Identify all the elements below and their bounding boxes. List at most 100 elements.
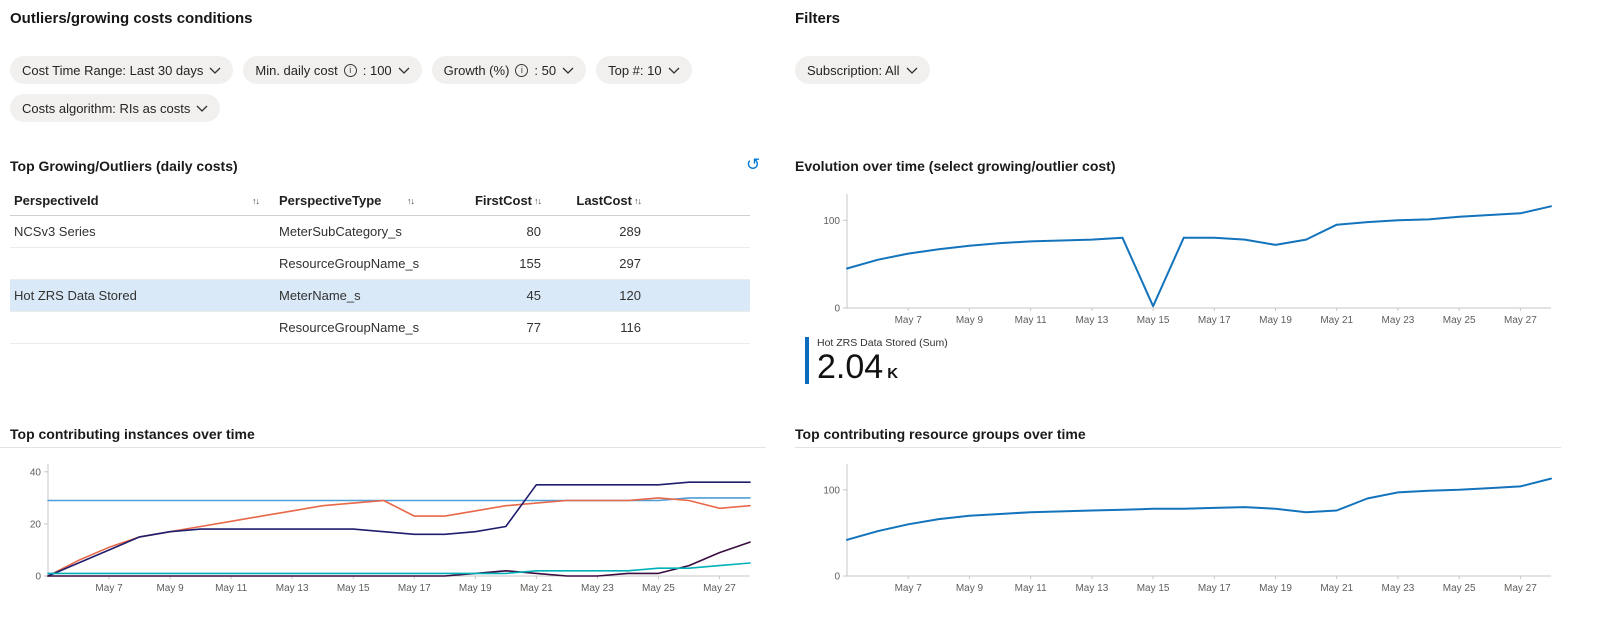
chevron-down-icon: [398, 67, 410, 74]
column-header-firstcost[interactable]: FirstCost ↑↓: [430, 186, 545, 215]
svg-text:May 13: May 13: [1075, 315, 1108, 326]
column-header-spacer: [645, 194, 750, 208]
svg-text:May 19: May 19: [459, 583, 492, 594]
svg-text:May 21: May 21: [520, 583, 553, 594]
svg-text:May 23: May 23: [1382, 583, 1415, 594]
resource-groups-chart: 0 100 May 7 May 9 May 11 May 13 May 15 May 17 Ma…: [795, 452, 1561, 602]
table-header-row: PerspectiveId ↑↓ PerspectiveType ↑↓ Firs…: [10, 186, 750, 216]
pill-label: Costs algorithm: RIs as costs: [22, 100, 191, 116]
cell-perspectiveid: Hot ZRS Data Stored: [14, 288, 137, 303]
column-label: FirstCost: [474, 193, 532, 208]
stat-accent-bar: [805, 337, 809, 384]
cell-spacer: [645, 248, 750, 279]
column-header-perspectiveid[interactable]: PerspectiveId ↑↓: [10, 186, 275, 215]
svg-text:May 15: May 15: [1137, 583, 1170, 594]
conditions-heading: Outliers/growing costs conditions: [10, 10, 253, 27]
cell-perspectivetype: ResourceGroupName_s: [279, 320, 420, 335]
svg-text:May 9: May 9: [956, 315, 984, 326]
pill-costs-algorithm[interactable]: Costs algorithm: RIs as costs: [10, 94, 221, 122]
filters-heading: Filters: [795, 10, 841, 27]
sort-icon: ↑↓: [634, 195, 642, 206]
column-header-lastcost[interactable]: LastCost ↑↓: [545, 186, 645, 215]
stat-unit: K: [887, 365, 899, 382]
cell-lastcost: 297: [619, 256, 641, 271]
pill-growth-percent[interactable]: Growth (%) i : 50: [431, 56, 587, 84]
cell-spacer: [645, 312, 750, 343]
column-label: LastCost: [576, 193, 632, 208]
table-row[interactable]: ResourceGroupName_s 77 116: [10, 312, 750, 344]
table-row[interactable]: NCSv3 Series MeterSubCategory_s 80 289: [10, 216, 750, 248]
table-row[interactable]: ResourceGroupName_s 155 297: [10, 248, 750, 280]
chevron-down-icon: [209, 67, 221, 74]
svg-text:0: 0: [834, 304, 840, 315]
cell-perspectivetype: MeterSubCategory_s: [279, 224, 402, 239]
stat-value: 2.04: [817, 348, 884, 386]
cell-perspectiveid: [10, 248, 275, 279]
stat-label: Hot ZRS Data Stored (Sum): [817, 337, 948, 349]
svg-text:100: 100: [823, 216, 840, 227]
info-icon: i: [343, 63, 357, 77]
evolution-chart-title: Evolution over time (select growing/outl…: [795, 158, 1116, 174]
divider: [0, 447, 766, 448]
cell-spacer: [645, 216, 750, 247]
column-header-perspectivetype[interactable]: PerspectiveType ↑↓: [275, 186, 430, 215]
instances-chart-title: Top contributing instances over time: [10, 426, 255, 442]
svg-text:May 17: May 17: [1198, 315, 1231, 326]
svg-text:May 17: May 17: [1198, 583, 1231, 594]
table-row-selected[interactable]: Hot ZRS Data Stored MeterName_s 45 120: [10, 280, 750, 312]
cell-lastcost: 289: [619, 224, 641, 239]
svg-text:May 7: May 7: [895, 583, 923, 594]
outliers-table: PerspectiveId ↑↓ PerspectiveType ↑↓ Firs…: [10, 186, 750, 344]
pill-label: Growth (%): [443, 62, 510, 78]
svg-text:May 23: May 23: [1382, 315, 1415, 326]
cell-lastcost: 120: [619, 288, 641, 303]
svg-text:May 25: May 25: [642, 583, 675, 594]
svg-text:0: 0: [834, 572, 840, 583]
svg-text:May 19: May 19: [1259, 315, 1292, 326]
resource-groups-chart-title: Top contributing resource groups over ti…: [795, 426, 1086, 442]
cell-perspectivetype: ResourceGroupName_s: [279, 256, 420, 271]
pill-label: Min. daily cost: [255, 62, 338, 78]
chevron-down-icon: [196, 105, 208, 112]
pill-label: Top #: 10: [608, 62, 662, 78]
sort-icon: ↑↓: [252, 195, 260, 206]
svg-text:May 13: May 13: [1075, 583, 1108, 594]
svg-text:40: 40: [30, 467, 42, 478]
svg-text:0: 0: [35, 572, 41, 583]
condition-pills-row-2: Costs algorithm: RIs as costs: [10, 94, 221, 122]
pill-value: : 100: [362, 62, 392, 78]
condition-pills-row-1: Cost Time Range: Last 30 days Min. daily…: [10, 56, 692, 84]
svg-text:May 7: May 7: [895, 315, 923, 326]
svg-text:20: 20: [30, 519, 42, 530]
sort-icon: ↑↓: [534, 195, 542, 206]
cell-perspectiveid: [10, 312, 275, 343]
svg-text:May 11: May 11: [1015, 315, 1047, 326]
cell-firstcost: 77: [526, 320, 541, 335]
chevron-down-icon: [562, 67, 574, 74]
cell-firstcost: 45: [526, 288, 541, 303]
svg-text:May 25: May 25: [1443, 315, 1476, 326]
svg-text:May 11: May 11: [215, 583, 247, 594]
pill-subscription[interactable]: Subscription: All: [795, 56, 930, 84]
pill-min-daily-cost[interactable]: Min. daily cost i : 100: [243, 56, 422, 84]
pill-label: Subscription: All: [807, 62, 900, 78]
svg-text:May 15: May 15: [337, 583, 370, 594]
sort-icon: ↑↓: [407, 195, 415, 206]
svg-text:May 9: May 9: [156, 583, 184, 594]
svg-text:May 23: May 23: [581, 583, 614, 594]
pill-cost-time-range[interactable]: Cost Time Range: Last 30 days: [10, 56, 234, 84]
svg-text:May 19: May 19: [1259, 583, 1292, 594]
svg-text:May 11: May 11: [1015, 583, 1047, 594]
filters-pills-row: Subscription: All: [795, 56, 930, 84]
outliers-table-title: Top Growing/Outliers (daily costs): [10, 158, 238, 174]
svg-text:May 15: May 15: [1137, 315, 1170, 326]
pill-top-n[interactable]: Top #: 10: [596, 56, 692, 84]
instances-chart: 0 20 40 May 7 May 9 May 11 May 13 May 15 May 17 M…: [10, 452, 760, 602]
svg-text:May 21: May 21: [1320, 583, 1353, 594]
cell-spacer: [645, 280, 750, 311]
svg-text:May 27: May 27: [703, 583, 736, 594]
refresh-icon[interactable]: ↺: [746, 155, 761, 174]
svg-text:May 25: May 25: [1443, 583, 1476, 594]
divider: [795, 447, 1561, 448]
